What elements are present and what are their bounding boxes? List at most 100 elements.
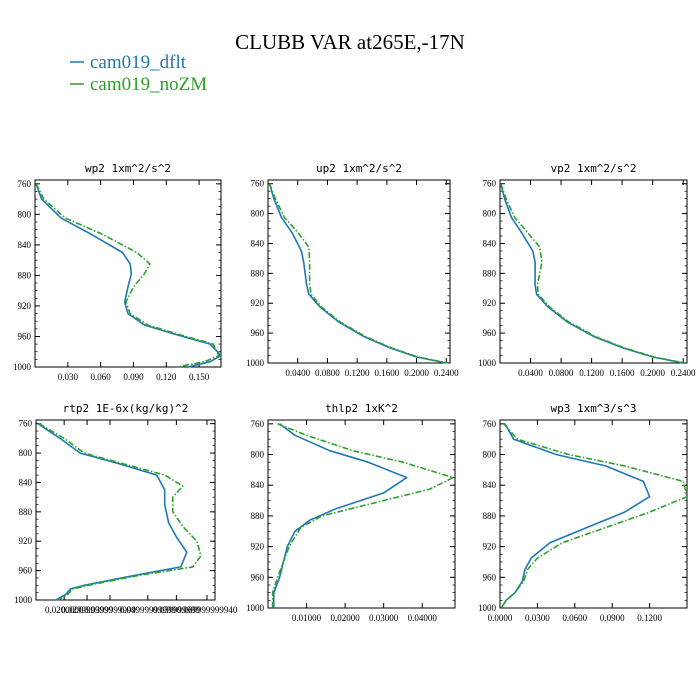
x-tick-label: 0.1200 bbox=[637, 613, 662, 623]
x-tick-label: 0.0399999999 bbox=[84, 605, 136, 615]
y-tick-label: 1000 bbox=[13, 362, 32, 372]
y-tick-label: 840 bbox=[18, 240, 32, 250]
x-tick-label: 0.090 bbox=[123, 372, 144, 382]
y-tick-label: 760 bbox=[251, 179, 265, 189]
x-tick-label: 0.2000 bbox=[640, 368, 665, 378]
x-tick-label: 0.2000 bbox=[404, 368, 429, 378]
y-tick-label: 880 bbox=[483, 511, 497, 521]
y-tick-label: 760 bbox=[483, 179, 497, 189]
panel-3: vp2 1xm^2/s^2 760 800 840 880 920 960 1000 0.040… bbox=[478, 162, 696, 378]
y-tick-label: 760 bbox=[251, 419, 265, 429]
y-tick-label: 1000 bbox=[246, 358, 265, 368]
y-tick-label: 920 bbox=[483, 298, 497, 308]
y-tick-label: 960 bbox=[251, 328, 265, 338]
x-tick-label: 0.1200 bbox=[579, 368, 604, 378]
y-tick-label: 960 bbox=[483, 572, 497, 582]
y-tick-label: 960 bbox=[18, 331, 32, 341]
y-tick-label: 1000 bbox=[478, 603, 497, 613]
y-tick-label: 800 bbox=[483, 450, 497, 460]
series-line-dflt bbox=[37, 423, 188, 601]
y-tick-label: 800 bbox=[18, 209, 32, 219]
panel-title: wp2 1xm^2/s^2 bbox=[85, 162, 171, 175]
x-tick-label: 0.060 bbox=[91, 372, 112, 382]
y-tick-label: 880 bbox=[251, 511, 265, 521]
legend-label-dflt: cam019_dflt bbox=[90, 52, 187, 73]
y-tick-label: 840 bbox=[19, 477, 33, 487]
series-line-nozm bbox=[271, 423, 454, 608]
panel-title: vp2 1xm^2/s^2 bbox=[550, 162, 636, 175]
y-tick-label: 1000 bbox=[246, 603, 265, 613]
x-tick-label: 0.02000 bbox=[330, 613, 360, 623]
panel-title: rtp2 1E-6x(kg/kg)^2 bbox=[63, 402, 189, 415]
series-line-nozm bbox=[38, 423, 202, 601]
y-tick-label: 1000 bbox=[14, 595, 33, 605]
panel-title: thlp2 1xK^2 bbox=[325, 402, 398, 415]
x-tick-label: 0.0300 bbox=[525, 613, 550, 623]
panel-1: wp2 1xm^2/s^2 760 800 840 880 920 960 1000 0.030… bbox=[13, 162, 222, 382]
x-tick-label: 0.2400 bbox=[434, 368, 459, 378]
x-tick-label: 0.01000 bbox=[292, 613, 322, 623]
x-tick-label: 0.0600 bbox=[562, 613, 587, 623]
y-tick-label: 760 bbox=[19, 419, 33, 429]
y-tick-label: 760 bbox=[18, 179, 32, 189]
y-tick-label: 840 bbox=[483, 238, 497, 248]
series-line-nozm bbox=[268, 183, 448, 364]
series-line-nozm bbox=[35, 183, 220, 368]
panel-frame bbox=[267, 179, 451, 364]
y-tick-label: 960 bbox=[19, 566, 33, 576]
y-tick-label: 800 bbox=[483, 209, 497, 219]
series-line-nozm bbox=[500, 183, 685, 364]
panel-2: up2 1xm^2/s^2 760 800 840 880 920 960 1000 0.040… bbox=[246, 162, 459, 378]
panel-frame bbox=[267, 419, 456, 609]
y-tick-label: 960 bbox=[483, 328, 497, 338]
panel-title: up2 1xm^2/s^2 bbox=[316, 162, 402, 175]
y-tick-label: 920 bbox=[251, 542, 265, 552]
x-tick-label: 0.04999999999 bbox=[120, 605, 177, 615]
panel-title: wp3 1xm^3/s^3 bbox=[550, 402, 636, 415]
x-tick-label: 0.2400 bbox=[671, 368, 696, 378]
x-tick-label: 0.0000 bbox=[488, 613, 513, 623]
series-line-nozm bbox=[500, 423, 688, 609]
x-tick-label: 0.069999999940 bbox=[177, 605, 238, 615]
panel-frame bbox=[499, 419, 688, 609]
x-tick-label: 0.1600 bbox=[610, 368, 635, 378]
x-tick-label: 0.04000 bbox=[408, 613, 438, 623]
panel-frame bbox=[35, 419, 216, 601]
y-tick-label: 840 bbox=[251, 238, 265, 248]
x-tick-label: 0.1200 bbox=[345, 368, 370, 378]
y-tick-label: 880 bbox=[483, 268, 497, 278]
y-tick-label: 880 bbox=[251, 268, 265, 278]
panel-frame bbox=[499, 179, 688, 364]
y-tick-label: 960 bbox=[251, 572, 265, 582]
y-tick-label: 840 bbox=[483, 480, 497, 490]
x-tick-label: 0.0400 bbox=[518, 368, 543, 378]
y-tick-label: 1000 bbox=[478, 358, 497, 368]
x-tick-label: 0.150 bbox=[189, 372, 210, 382]
y-tick-label: 800 bbox=[251, 209, 265, 219]
y-tick-label: 920 bbox=[19, 536, 33, 546]
panels: wp2 1xm^2/s^2 760 800 840 880 920 960 1000 0.030… bbox=[13, 162, 696, 623]
series-line-dflt bbox=[500, 183, 684, 364]
series-line-dflt bbox=[35, 183, 222, 368]
panel-6: wp3 1xm^3/s^3 760 800 840 880 920 960 10000.000… bbox=[478, 402, 688, 623]
x-tick-label: 0.030 bbox=[58, 372, 79, 382]
y-tick-label: 880 bbox=[18, 270, 32, 280]
x-tick-label: 0.0800 bbox=[315, 368, 340, 378]
panel-5: thlp2 1xK^2 760 800 840 880 920 960 1000 0.01000… bbox=[246, 402, 456, 623]
x-tick-label: 0.0400 bbox=[285, 368, 310, 378]
x-tick-label: 0.1600 bbox=[374, 368, 399, 378]
x-tick-label: 0.0900 bbox=[600, 613, 625, 623]
y-tick-label: 800 bbox=[251, 450, 265, 460]
y-tick-label: 880 bbox=[19, 507, 33, 517]
figure-title: CLUBB VAR at265E,-17N bbox=[235, 30, 465, 54]
x-tick-label: 0.120 bbox=[156, 372, 177, 382]
panel-4: rtp2 1E-6x(kg/kg)^2 760 800 840 880 920 960 100… bbox=[14, 402, 238, 615]
series-line-dflt bbox=[268, 183, 447, 364]
x-tick-label: 0.0299999999 bbox=[61, 605, 113, 615]
y-tick-label: 920 bbox=[18, 301, 32, 311]
y-tick-label: 920 bbox=[483, 542, 497, 552]
x-tick-label: 0.059999999 bbox=[153, 605, 201, 615]
series-line-dflt bbox=[272, 423, 408, 608]
x-tick-label: 0.0200000 bbox=[45, 605, 84, 615]
